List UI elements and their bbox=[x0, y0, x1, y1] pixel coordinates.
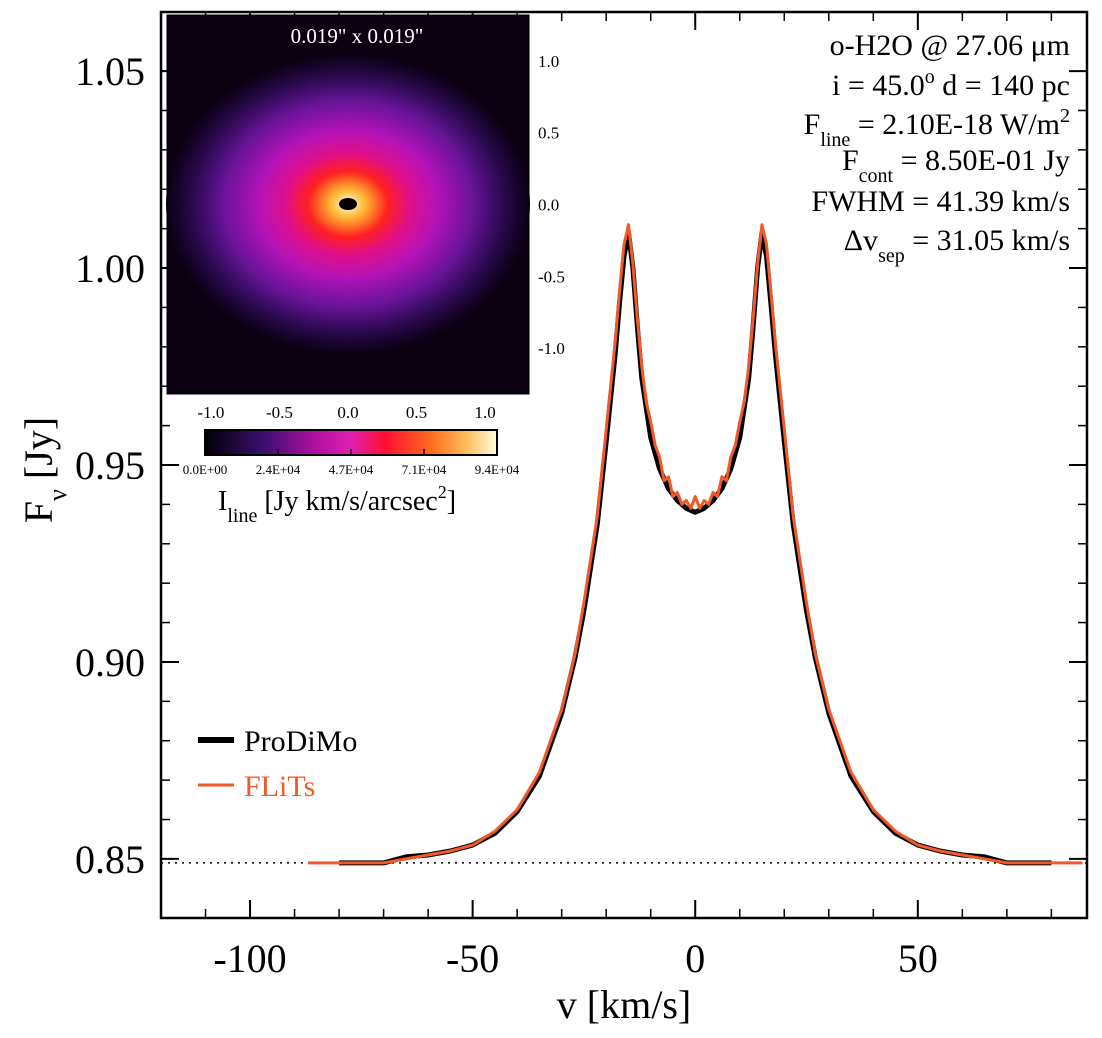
x-tick-label: -50 bbox=[446, 936, 499, 981]
x-axis-label: v [km/s] bbox=[557, 982, 691, 1027]
colorbar-tick-label: 2.4E+04 bbox=[256, 462, 301, 477]
y-tick-label: 0.90 bbox=[75, 640, 145, 685]
annotation-part: d = 140 pc bbox=[935, 69, 1070, 102]
colorbar-label-sub: line bbox=[227, 505, 257, 527]
intensity-map-frame bbox=[166, 14, 530, 395]
x-tick-label: 0 bbox=[685, 936, 705, 981]
annotation-part: = 2.10E-18 W/m bbox=[850, 108, 1060, 141]
intensity-map-inset: 0.019" x 0.019" -1.0 -0.5 0.0 0.5 1.0 1.0 0.5… bbox=[166, 14, 565, 422]
x-tick-label: -100 bbox=[213, 936, 286, 981]
legend-label-prodimo: ProDiMo bbox=[244, 725, 357, 758]
annotation-part: FWHM = 41.39 km/s bbox=[811, 185, 1070, 218]
inset-y-tick-label: 0.5 bbox=[538, 124, 559, 143]
x-tick-labels: -100 -50 0 50 bbox=[213, 936, 937, 981]
annotation-part: = 31.05 km/s bbox=[905, 224, 1070, 257]
y-tick-label: 0.95 bbox=[75, 443, 145, 488]
legend-label-flits: FLiTs bbox=[244, 770, 315, 803]
y-tick-label: 1.00 bbox=[75, 246, 145, 291]
inset-y-tick-label: 0.0 bbox=[538, 196, 559, 215]
colorbar-tick-label: 0.0E+00 bbox=[183, 462, 228, 477]
colorbar-label-rest: [Jy km/s/arcsec bbox=[257, 486, 437, 517]
inset-x-tick-label: 0.5 bbox=[406, 403, 427, 422]
inset-x-tick-label: 1.0 bbox=[474, 403, 495, 422]
y-tick-labels: 0.85 0.90 0.95 1.00 1.05 bbox=[75, 49, 145, 882]
inset-y-tick-label: -1.0 bbox=[538, 339, 565, 358]
legend: ProDiMo FLiTs bbox=[198, 725, 357, 803]
annotation-fcont: Fcont = 8.50E-01 Jy bbox=[842, 144, 1070, 187]
y-tick-label: 1.05 bbox=[75, 49, 145, 94]
colorbar-tick-label: 7.1E+04 bbox=[402, 462, 447, 477]
inset-title: 0.019" x 0.019" bbox=[291, 24, 424, 48]
colorbar-label-end: ] bbox=[447, 486, 456, 517]
inset-x-tick-label: -1.0 bbox=[197, 403, 224, 422]
colorbar-tick-label: 9.4E+04 bbox=[475, 462, 520, 477]
y-axis-label-rest: [Jy] bbox=[16, 417, 61, 489]
series-line-flits bbox=[307, 223, 1083, 865]
annotation-geom: i = 45.0o d = 140 pc bbox=[832, 66, 1070, 102]
annotation-part: line bbox=[820, 129, 850, 151]
x-tick-label: 50 bbox=[898, 936, 938, 981]
y-tick-label: 0.85 bbox=[75, 837, 145, 882]
inset-x-tick-labels: -1.0 -0.5 0.0 0.5 1.0 bbox=[197, 403, 495, 422]
annotation-part: Δv bbox=[844, 224, 878, 257]
annotation-fline: Fline = 2.10E-18 W/m2 bbox=[804, 105, 1070, 151]
annotation-part: = 8.50E-01 Jy bbox=[893, 144, 1070, 177]
inset-x-tick-label: -0.5 bbox=[266, 403, 293, 422]
colorbar-tick-labels: 0.0E+00 2.4E+04 4.7E+04 7.1E+04 9.4E+04 bbox=[183, 449, 520, 477]
svg-text:Fν [Jy]: Fν [Jy] bbox=[16, 417, 72, 523]
annotation-part: o-H2O @ 27.06 μm bbox=[830, 29, 1070, 62]
y-axis-label-sub: ν bbox=[43, 489, 72, 501]
y-axis-label-main: F bbox=[16, 501, 61, 523]
inset-y-tick-label: 1.0 bbox=[538, 52, 559, 71]
annotation-part: F bbox=[804, 108, 821, 141]
y-axis-label: Fν [Jy] bbox=[16, 417, 72, 523]
annotation-fwhm: FWHM = 41.39 km/s bbox=[811, 185, 1070, 218]
annotation-block: o-H2O @ 27.06 μmi = 45.0o d = 140 pcFlin… bbox=[804, 29, 1070, 267]
annotation-part: i = 45.0 bbox=[832, 69, 925, 102]
intensity-map-center-hole bbox=[339, 198, 357, 210]
colorbar: 0.0E+00 2.4E+04 4.7E+04 7.1E+04 9.4E+04 Ilin… bbox=[183, 429, 520, 527]
annotation-dvsep: Δvsep = 31.05 km/s bbox=[844, 224, 1070, 267]
inset-x-tick-label: 0.0 bbox=[337, 403, 358, 422]
annotation-part: sep bbox=[878, 245, 905, 267]
colorbar-label-sup: 2 bbox=[438, 482, 447, 502]
annotation-part: o bbox=[925, 66, 935, 88]
annotation-line: o-H2O @ 27.06 μm bbox=[830, 29, 1070, 62]
annotation-part: 2 bbox=[1060, 105, 1070, 127]
inset-y-tick-labels: 1.0 0.5 0.0 -0.5 -1.0 bbox=[538, 52, 565, 358]
colorbar-label-main: I bbox=[218, 486, 227, 517]
inset-y-tick-label: -0.5 bbox=[538, 267, 565, 286]
annotation-part: F bbox=[842, 144, 859, 177]
colorbar-tick-label: 4.7E+04 bbox=[329, 462, 374, 477]
colorbar-label: Iline [Jy km/s/arcsec2] bbox=[218, 482, 456, 527]
annotation-part: cont bbox=[859, 165, 894, 187]
